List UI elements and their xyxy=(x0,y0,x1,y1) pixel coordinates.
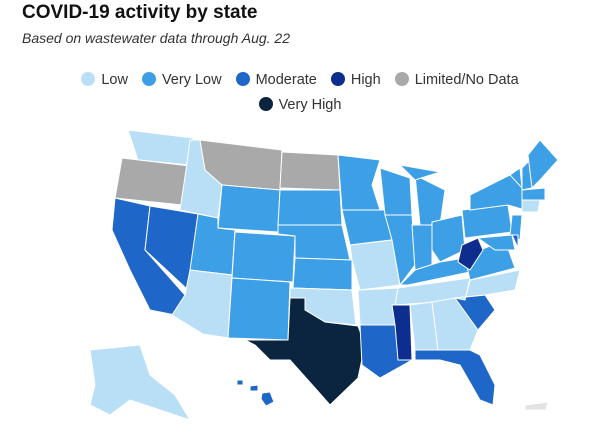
state xyxy=(414,174,446,226)
legend-item: Low xyxy=(81,68,128,93)
state xyxy=(341,209,393,246)
state xyxy=(114,157,191,206)
legend-swatch xyxy=(258,97,273,111)
state xyxy=(384,214,416,287)
state xyxy=(414,349,496,406)
legend-label: Very High xyxy=(278,97,342,113)
state xyxy=(337,154,381,211)
legend-label: Limited/No Data xyxy=(414,72,519,88)
state xyxy=(527,139,559,190)
state xyxy=(89,344,192,421)
legend-swatch xyxy=(394,72,409,86)
state xyxy=(431,214,466,263)
state xyxy=(249,384,259,392)
legend-label: Low xyxy=(101,72,128,88)
state xyxy=(391,304,413,361)
legend-item: Very High xyxy=(258,93,342,118)
state xyxy=(411,224,433,271)
state xyxy=(244,297,366,406)
state xyxy=(431,297,479,351)
state xyxy=(476,234,516,251)
state xyxy=(236,379,244,386)
state xyxy=(349,239,401,291)
state xyxy=(398,164,441,181)
state xyxy=(379,167,413,216)
state xyxy=(457,237,484,271)
legend-item: Very Low xyxy=(141,68,222,93)
legend-swatch xyxy=(141,72,156,86)
legend-item: Limited/No Data xyxy=(394,68,519,93)
legend-swatch xyxy=(81,72,96,86)
state xyxy=(509,167,523,190)
state xyxy=(521,187,546,201)
state xyxy=(231,231,296,283)
title: COVID-19 activity by state xyxy=(22,2,258,23)
state xyxy=(277,189,343,226)
state xyxy=(260,391,275,407)
subtitle: Based on wastewater data through Aug. 22 xyxy=(22,30,290,46)
state xyxy=(292,257,353,291)
state xyxy=(217,184,281,233)
state xyxy=(521,199,541,213)
legend-item: High xyxy=(330,68,381,93)
legend: Low Very Low Moderate High Limited/No Data Ve… xyxy=(0,68,600,118)
state xyxy=(509,214,523,241)
legend-label: Moderate xyxy=(255,72,317,88)
legend-item: Moderate xyxy=(235,68,317,93)
territory xyxy=(524,401,549,411)
legend-swatch xyxy=(235,72,250,86)
state xyxy=(511,234,519,249)
state xyxy=(227,277,291,341)
legend-label: High xyxy=(350,72,381,88)
states xyxy=(89,129,559,421)
legend-label: Very Low xyxy=(161,72,222,88)
legend-swatch xyxy=(330,72,345,86)
state xyxy=(279,151,341,191)
